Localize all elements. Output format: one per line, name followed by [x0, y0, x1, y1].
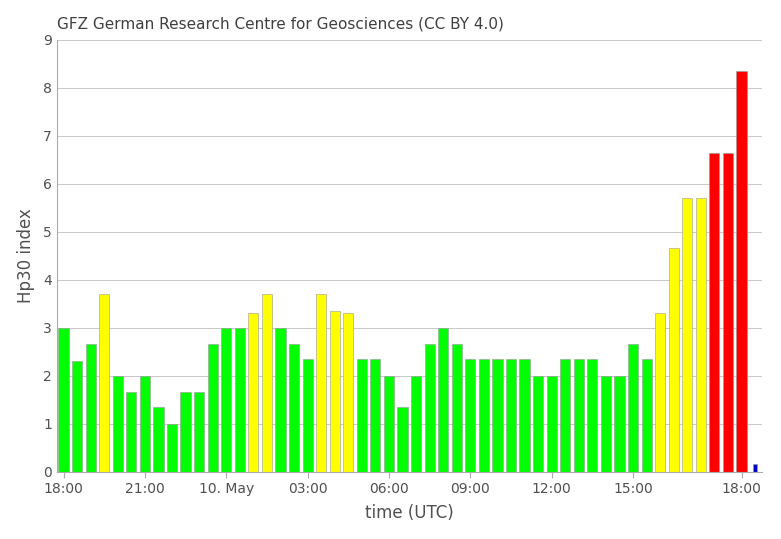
- Bar: [59, 328, 69, 472]
- Bar: [86, 344, 96, 472]
- Bar: [736, 71, 747, 472]
- Bar: [506, 359, 516, 472]
- Bar: [669, 248, 679, 472]
- Bar: [99, 294, 109, 472]
- Bar: [519, 359, 530, 472]
- Bar: [276, 328, 286, 472]
- Bar: [208, 344, 218, 472]
- Bar: [112, 376, 123, 472]
- Bar: [370, 359, 380, 472]
- Bar: [153, 407, 163, 472]
- Bar: [398, 407, 408, 472]
- Y-axis label: Hp30 index: Hp30 index: [16, 208, 34, 303]
- Bar: [194, 392, 204, 472]
- Bar: [533, 376, 544, 472]
- Bar: [696, 198, 706, 472]
- Bar: [723, 153, 733, 472]
- Bar: [262, 294, 272, 472]
- Bar: [682, 198, 693, 472]
- Bar: [330, 311, 340, 472]
- Bar: [411, 376, 421, 472]
- Bar: [465, 359, 476, 472]
- Bar: [248, 313, 259, 472]
- Bar: [492, 359, 502, 472]
- Bar: [655, 313, 665, 472]
- Bar: [127, 392, 137, 472]
- Bar: [235, 328, 245, 472]
- Bar: [753, 465, 758, 472]
- Bar: [560, 359, 570, 472]
- X-axis label: time (UTC): time (UTC): [365, 505, 454, 522]
- Bar: [587, 359, 597, 472]
- Bar: [343, 313, 353, 472]
- Bar: [72, 361, 82, 472]
- Bar: [167, 424, 177, 472]
- Bar: [316, 294, 326, 472]
- Bar: [384, 376, 394, 472]
- Bar: [574, 359, 584, 472]
- Bar: [709, 153, 719, 472]
- Bar: [641, 359, 651, 472]
- Bar: [479, 359, 489, 472]
- Bar: [302, 359, 312, 472]
- Bar: [547, 376, 557, 472]
- Bar: [357, 359, 367, 472]
- Bar: [438, 328, 448, 472]
- Bar: [451, 344, 462, 472]
- Bar: [180, 392, 191, 472]
- Bar: [289, 344, 299, 472]
- Bar: [221, 328, 231, 472]
- Bar: [425, 344, 435, 472]
- Bar: [615, 376, 625, 472]
- Bar: [140, 376, 150, 472]
- Bar: [628, 344, 638, 472]
- Text: GFZ German Research Centre for Geosciences (CC BY 4.0): GFZ German Research Centre for Geoscienc…: [57, 17, 504, 32]
- Bar: [601, 376, 611, 472]
